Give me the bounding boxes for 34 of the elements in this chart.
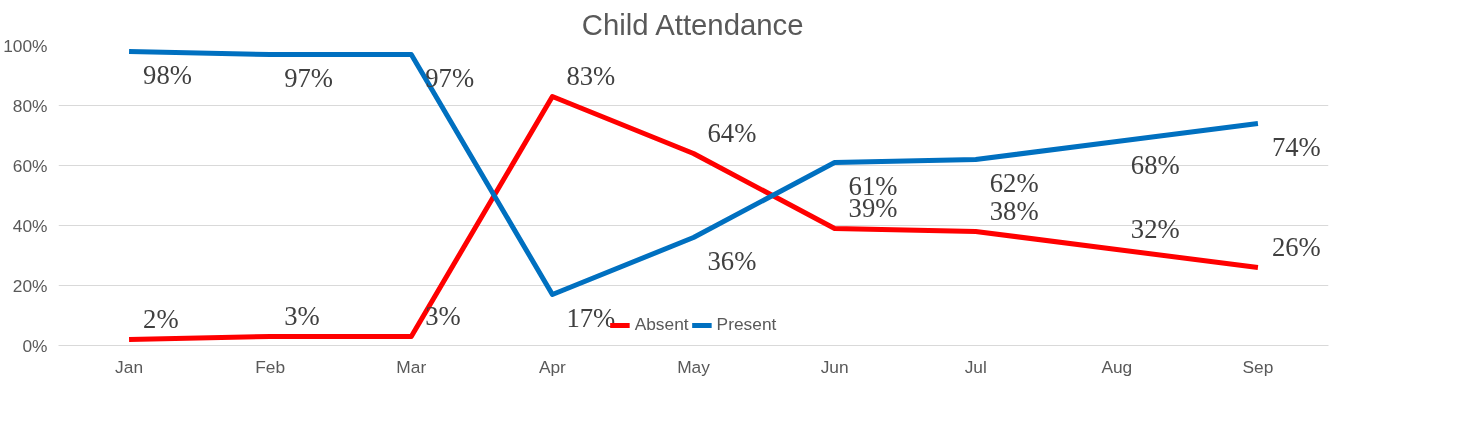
- data-label: 3%: [284, 300, 320, 331]
- chart-title: Child Attendance: [581, 7, 804, 41]
- data-label: 83%: [566, 60, 616, 91]
- x-tick-label: May: [677, 356, 711, 377]
- legend-label: Absent: [634, 314, 689, 335]
- x-tick-label: Aug: [1101, 356, 1133, 377]
- x-tick-label: Sep: [1242, 356, 1274, 377]
- data-label: 2%: [143, 303, 179, 334]
- data-label: 32%: [1130, 213, 1180, 244]
- x-tick-label: Apr: [538, 356, 567, 377]
- y-tick-label: 20%: [12, 275, 48, 296]
- data-label: 64%: [707, 117, 757, 148]
- data-label: 62%: [989, 167, 1039, 198]
- data-label: 97%: [425, 62, 475, 93]
- data-label: 98%: [143, 59, 192, 90]
- y-tick-label: 40%: [12, 215, 48, 236]
- x-tick-label: Jul: [964, 356, 987, 377]
- data-label: 17%: [566, 302, 616, 333]
- legend-label: Present: [716, 314, 777, 335]
- y-tick-label: 60%: [12, 155, 48, 176]
- data-label: 38%: [989, 195, 1039, 226]
- y-tick-label: 80%: [12, 95, 48, 116]
- x-tick-label: Mar: [396, 356, 427, 377]
- data-label: 36%: [707, 245, 757, 276]
- data-label: 74%: [1271, 131, 1321, 162]
- data-label: 26%: [1271, 231, 1321, 262]
- x-tick-label: Feb: [255, 356, 286, 377]
- data-label: 97%: [284, 62, 334, 93]
- y-tick-label: 100%: [3, 35, 48, 56]
- x-tick-label: Jan: [115, 356, 144, 377]
- data-label: 68%: [1130, 149, 1180, 180]
- x-tick-label: Jun: [820, 356, 849, 377]
- y-tick-label: 0%: [22, 335, 48, 356]
- data-label: 3%: [425, 300, 461, 331]
